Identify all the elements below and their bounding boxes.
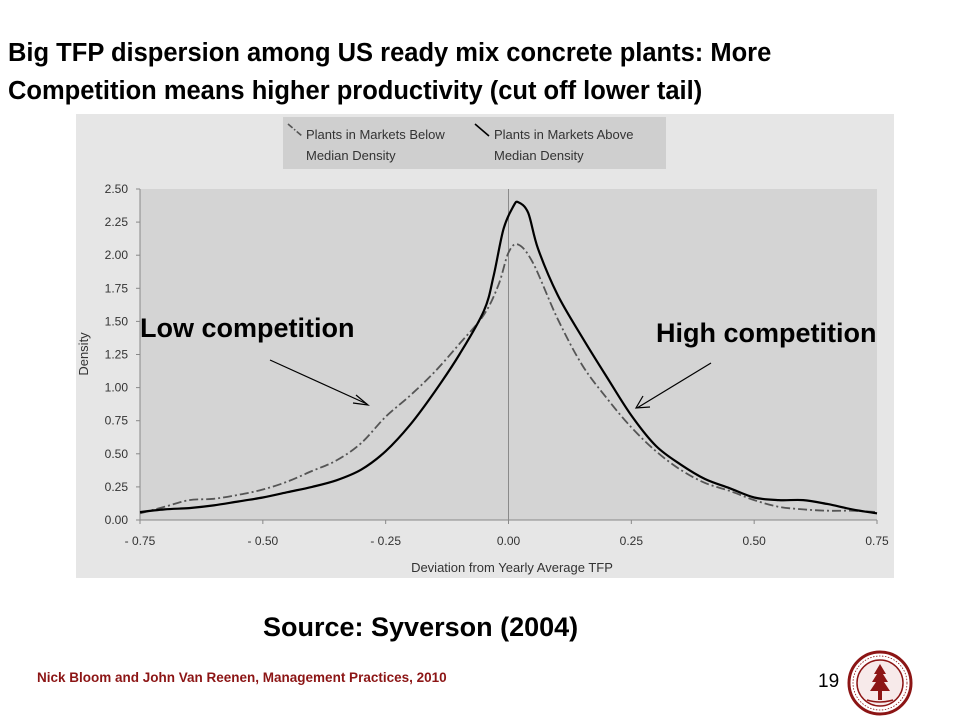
- university-seal-icon: [847, 650, 913, 716]
- x-tick-label: 0.00: [497, 534, 521, 548]
- legend-label-below-line1: Plants in Markets Below: [306, 127, 445, 142]
- y-axis-label: Density: [76, 332, 91, 376]
- legend-box: [283, 117, 666, 169]
- high-competition-arrow: [636, 362, 712, 409]
- x-tick-label: 0.75: [865, 534, 889, 548]
- y-tick-label: 2.50: [105, 182, 129, 196]
- y-tick-label: 2.25: [105, 215, 129, 229]
- page-number: 19: [818, 671, 840, 692]
- low-competition-arrow: [269, 359, 368, 405]
- x-tick-label: 0.25: [620, 534, 644, 548]
- y-tick-label: 0.00: [105, 513, 129, 527]
- series-line-below-median-density: [139, 243, 878, 515]
- source-citation: Source: Syverson (2004): [263, 612, 579, 642]
- y-tick-label: 0.25: [105, 480, 129, 494]
- x-tick-label: 0.50: [742, 534, 766, 548]
- x-tick-label: - 0.75: [125, 534, 156, 548]
- low-competition-arrowhead: [352, 394, 370, 406]
- y-tick-label: 0.50: [105, 447, 129, 461]
- y-tick-label: 0.75: [105, 414, 129, 428]
- low-competition-annotation: Low competition: [140, 313, 355, 343]
- series-line-above-median-density: [139, 200, 878, 515]
- slide-title-line-2: Competition means higher productivity (c…: [8, 77, 703, 105]
- y-tick-label: 1.50: [105, 314, 129, 328]
- high-competition-arrowhead: [634, 395, 651, 409]
- slide-title-line-1: Big TFP dispersion among US ready mix co…: [8, 39, 772, 67]
- legend-swatch-below: [287, 123, 303, 137]
- high-competition-annotation: High competition: [656, 318, 877, 348]
- x-axis-label: Deviation from Yearly Average TFP: [411, 560, 613, 575]
- y-tick-label: 1.00: [105, 381, 129, 395]
- x-tick-label: - 0.25: [370, 534, 401, 548]
- legend-swatch-above: [474, 123, 490, 137]
- y-tick-label: 2.00: [105, 248, 129, 262]
- y-tick-label: 1.25: [105, 348, 129, 362]
- footer-credit: Nick Bloom and John Van Reenen, Manageme…: [37, 670, 447, 685]
- x-tick-label: - 0.50: [247, 534, 278, 548]
- legend-label-below-line2: Median Density: [306, 148, 396, 163]
- slide-title: Big TFP dispersion among US ready mix co…: [8, 34, 960, 110]
- y-tick-label: 1.75: [105, 281, 129, 295]
- legend-label-above-line2: Median Density: [494, 148, 584, 163]
- legend-label-above-line1: Plants in Markets Above: [494, 127, 633, 142]
